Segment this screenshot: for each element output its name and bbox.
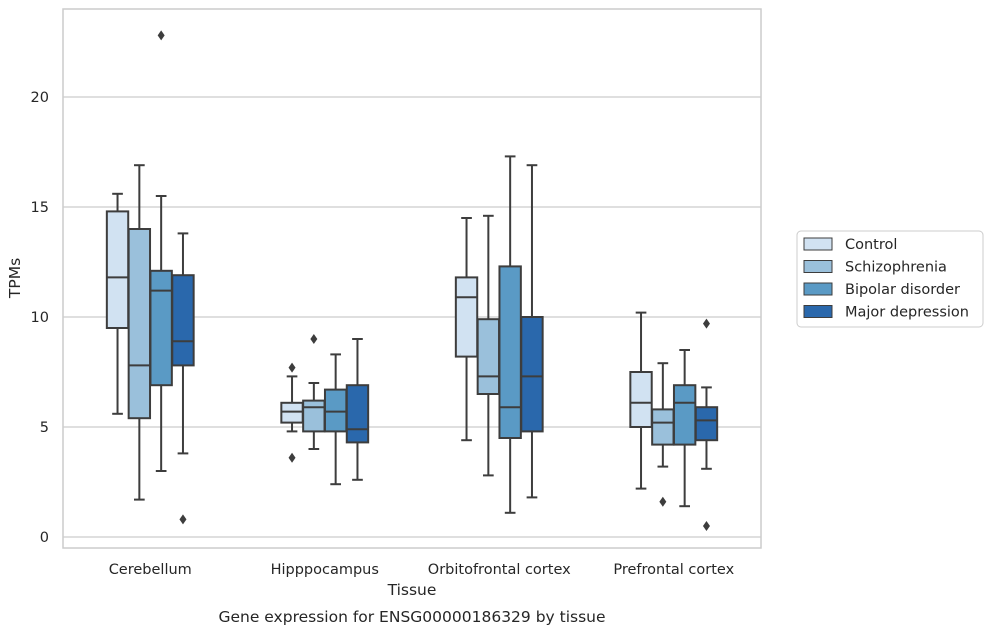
legend-label: Control — [845, 237, 897, 253]
iqr-box — [302, 399, 326, 433]
y-axis-ticks: 0 5 10 15 20 — [31, 90, 49, 546]
iqr-box — [149, 269, 173, 387]
box-2-0 — [149, 30, 173, 472]
outlier-point — [310, 334, 318, 344]
legend-swatch — [803, 260, 833, 273]
legend-item: Bipolar disorder — [803, 282, 960, 298]
x-tick-label: Cerebellum — [109, 562, 192, 578]
iqr-box — [694, 406, 719, 442]
outlier-point — [702, 521, 710, 531]
iqr-box — [476, 318, 501, 396]
iqr-box — [127, 228, 152, 420]
box-1-0 — [127, 164, 152, 501]
legend-label: Schizophrenia — [845, 260, 947, 276]
box-3-2 — [520, 164, 544, 499]
iqr-box — [345, 384, 370, 444]
legend-item: Control — [803, 237, 897, 253]
outlier-point — [288, 452, 296, 463]
legend-swatch — [803, 237, 833, 251]
box-2-3 — [672, 349, 697, 508]
iqr-box — [629, 371, 653, 428]
iqr-box — [651, 408, 675, 446]
x-tick-label: Orbitofrontal cortex — [428, 562, 571, 578]
box-3-1 — [345, 338, 370, 481]
outlier-point — [179, 514, 187, 525]
box-1-2 — [476, 214, 501, 477]
iqr-box — [498, 265, 522, 439]
plot-frame — [62, 8, 762, 549]
legend-item: Major depression — [803, 305, 969, 321]
x-tick-label: Prefrontal cortex — [613, 562, 734, 578]
x-axis-ticks: Cerebellum Hipppocampus Orbitofrontal cort… — [109, 562, 735, 578]
chart-caption: Gene expression for ENSG00000186329 by t… — [218, 608, 605, 626]
legend-label: Major depression — [845, 305, 969, 321]
y-axis-label: TPMs — [6, 258, 24, 299]
y-tick-label: 10 — [31, 310, 49, 326]
legend-label: Bipolar disorder — [845, 282, 960, 298]
legend-swatch — [803, 282, 833, 296]
legend-item: Schizophrenia — [803, 260, 947, 276]
box-0-3 — [629, 311, 653, 490]
outlier-point — [702, 318, 710, 329]
legend: Control Schizophrenia Bipolar disorder Majo… — [796, 230, 984, 328]
iqr-box — [323, 388, 348, 433]
outlier-point — [659, 496, 667, 507]
box-0-0 — [105, 192, 130, 415]
y-tick-label: 20 — [31, 90, 49, 106]
iqr-box — [171, 274, 195, 367]
box-0-2 — [454, 217, 479, 442]
iqr-box — [520, 316, 544, 433]
x-tick-label: Hipppocampus — [271, 562, 379, 578]
legend-swatch — [803, 305, 833, 318]
box-3-3 — [694, 318, 719, 531]
y-tick-label: 0 — [40, 530, 49, 546]
x-axis-label: Tissue — [387, 581, 437, 599]
box-0-1 — [280, 362, 304, 463]
y-tick-label: 5 — [40, 420, 49, 436]
box-2-2 — [498, 155, 522, 514]
iqr-box — [672, 384, 697, 446]
iqr-box — [105, 210, 130, 329]
iqr-box — [454, 276, 479, 358]
outlier-point — [157, 30, 165, 41]
box-1-3 — [651, 362, 675, 507]
box-1-1 — [302, 334, 326, 450]
iqr-box — [280, 401, 304, 424]
box-2-1 — [323, 353, 348, 486]
legend-frame — [796, 230, 984, 328]
box-plot-marks — [105, 30, 719, 531]
outlier-point — [288, 362, 296, 373]
box-3-0 — [171, 232, 195, 525]
y-tick-label: 15 — [31, 200, 49, 216]
